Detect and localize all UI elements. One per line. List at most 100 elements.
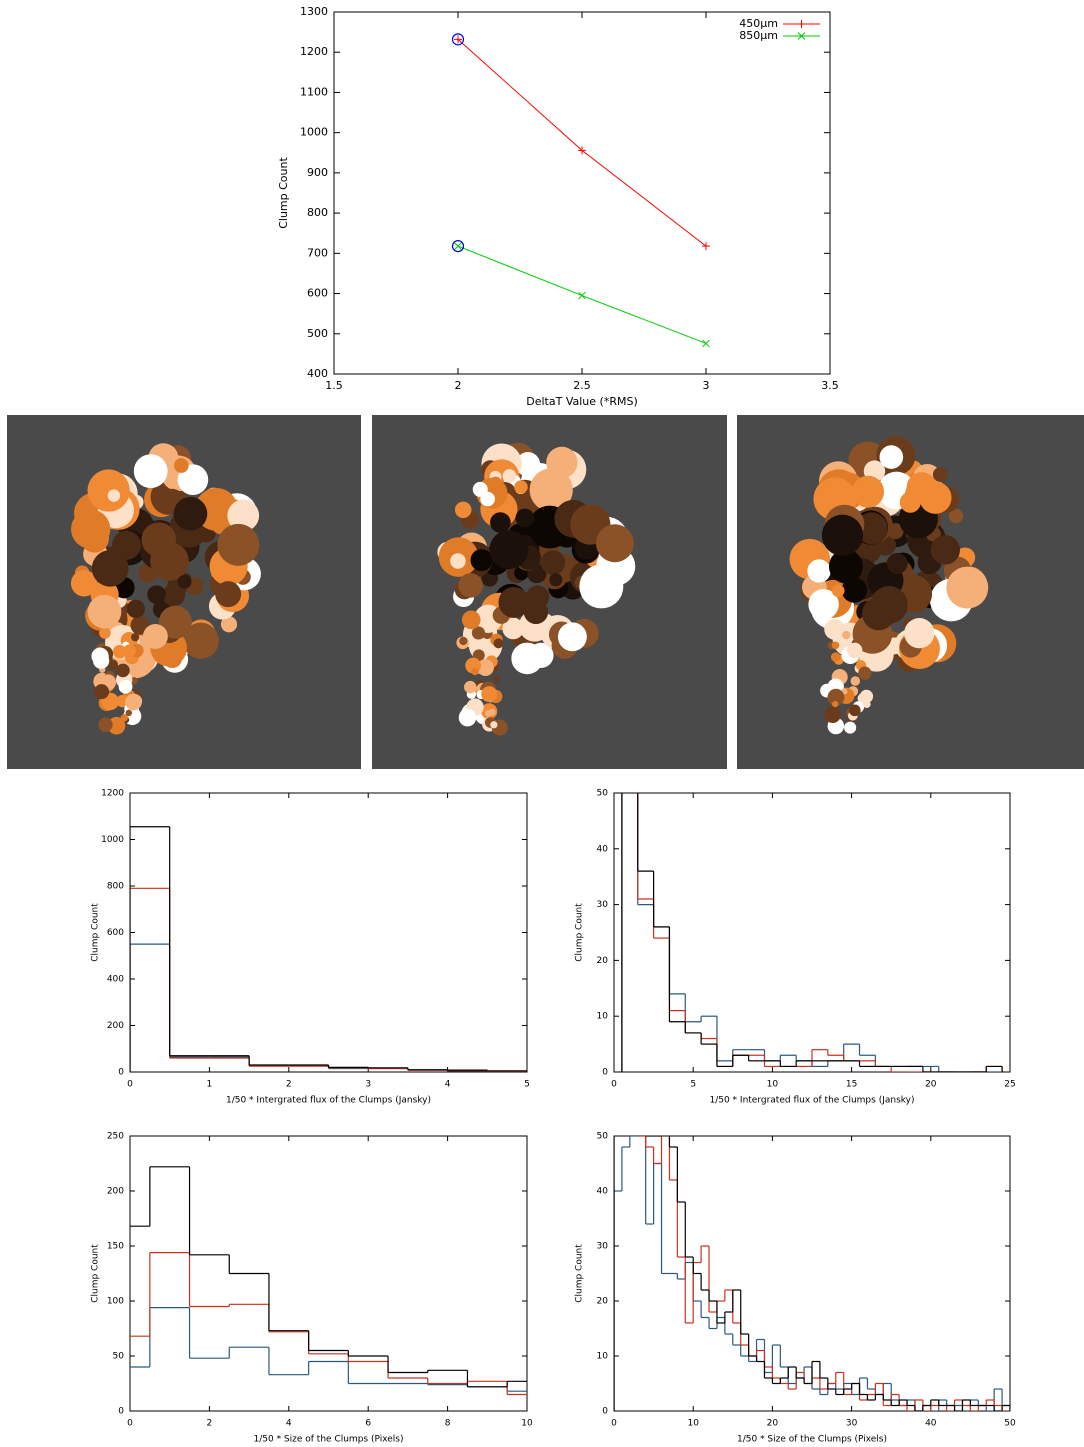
clump <box>847 643 862 658</box>
x-tick-label: 3 <box>703 379 710 392</box>
x-tick-label: 40 <box>925 1419 937 1429</box>
x-tick-label: 10 <box>687 1419 699 1429</box>
x-tick-label: 30 <box>846 1419 858 1429</box>
x-tick-label: 2 <box>207 1419 213 1429</box>
x-tick-label: 2 <box>286 1080 292 1090</box>
y-tick-label: 0 <box>602 1068 608 1078</box>
point-marker <box>703 340 710 347</box>
y-tick-label: 20 <box>597 1297 609 1307</box>
y-tick-label: 0 <box>118 1407 124 1417</box>
clump <box>471 549 493 571</box>
y-tick-label: 800 <box>107 882 124 892</box>
clump <box>147 585 165 603</box>
clump <box>503 469 517 483</box>
x-tick-label: 50 <box>1004 1419 1016 1429</box>
clump <box>462 611 481 630</box>
clump <box>832 701 838 707</box>
y-tick-label: 1000 <box>300 126 328 139</box>
y-axis-label: Clump Count <box>277 157 290 229</box>
y-tick-label: 600 <box>107 928 124 938</box>
x-axis-label: 1/50 * Size of the Clumps (Pixels) <box>254 1435 404 1445</box>
clump <box>549 573 562 586</box>
clump <box>880 445 904 469</box>
point-marker <box>455 243 462 250</box>
x-tick-label: 0 <box>611 1080 617 1090</box>
page: 40050060070080090010001100120013001.522.… <box>0 0 1084 1447</box>
clump <box>99 627 111 639</box>
plot-frame <box>130 793 527 1072</box>
y-tick-label: 800 <box>307 206 328 219</box>
clump <box>900 492 921 513</box>
y-axis-label: Clump Count <box>575 1244 585 1303</box>
x-tick-label: 8 <box>445 1419 451 1429</box>
plot-frame <box>614 793 1010 1072</box>
y-tick-label: 200 <box>107 1187 124 1197</box>
y-axis-label: Clump Count <box>91 1244 101 1303</box>
x-tick-label: 1.5 <box>325 379 343 392</box>
clump <box>514 480 528 494</box>
clump <box>489 709 496 716</box>
clump <box>493 676 500 683</box>
y-tick-label: 1200 <box>300 45 328 58</box>
x-tick-label: 6 <box>365 1419 371 1429</box>
x-tick-label: 5 <box>690 1080 696 1090</box>
chart: 40050060070080090010001100120013001.522.… <box>277 5 839 408</box>
clump <box>931 535 960 564</box>
x-tick-label: 3.5 <box>821 379 839 392</box>
point-marker <box>579 292 586 299</box>
y-tick-label: 30 <box>597 1242 609 1252</box>
x-tick-label: 1 <box>207 1080 213 1090</box>
figure: 40050060070080090010001100120013001.522.… <box>0 0 1084 1447</box>
clump <box>904 618 934 648</box>
clump <box>933 467 948 482</box>
clump <box>88 595 122 629</box>
y-tick-label: 1000 <box>101 835 124 845</box>
clump <box>498 587 529 618</box>
clump <box>831 652 840 661</box>
x-tick-label: 25 <box>1004 1080 1015 1090</box>
clump <box>131 633 139 641</box>
x-tick-label: 2.5 <box>573 379 591 392</box>
clump <box>946 567 988 609</box>
x-axis-label: DeltaT Value (*RMS) <box>526 395 637 408</box>
clump <box>459 637 467 645</box>
y-tick-label: 100 <box>107 1297 124 1307</box>
x-tick-label: 2 <box>455 379 462 392</box>
clump <box>459 709 477 727</box>
x-tick-label: 4 <box>445 1080 451 1090</box>
chart: 0200400600800100012000123451/50 * Interg… <box>91 789 530 1106</box>
y-tick-label: 250 <box>107 1132 124 1142</box>
clump <box>842 631 850 639</box>
clump <box>490 530 529 569</box>
plot-frame <box>334 12 830 374</box>
clump <box>511 643 543 675</box>
point-marker <box>702 242 710 250</box>
clump <box>116 664 130 678</box>
x-tick-label: 20 <box>767 1419 779 1429</box>
histogram <box>110 1167 547 1411</box>
x-tick-label: 3 <box>365 1080 371 1090</box>
clump <box>450 553 466 569</box>
x-tick-label: 0 <box>611 1419 617 1429</box>
clump <box>481 686 497 702</box>
clump <box>887 553 908 574</box>
x-axis-label: 1/50 * Intergrated flux of the Clumps (J… <box>226 1096 431 1106</box>
clump <box>822 515 863 556</box>
y-tick-label: 50 <box>113 1352 125 1362</box>
y-tick-label: 1100 <box>300 85 328 98</box>
clump <box>108 489 120 501</box>
clump <box>458 573 483 598</box>
clump <box>546 447 577 478</box>
clump <box>832 641 840 649</box>
clump <box>87 469 129 511</box>
x-tick-label: 0 <box>127 1419 133 1429</box>
clump <box>863 700 871 708</box>
clump <box>215 581 241 607</box>
x-tick-label: 0 <box>127 1080 133 1090</box>
clump <box>98 718 112 732</box>
y-tick-label: 700 <box>307 246 328 259</box>
y-tick-label: 200 <box>107 1021 124 1031</box>
clump <box>455 502 472 519</box>
chart: 05010015020025002468101/50 * Size of the… <box>91 1132 547 1445</box>
x-tick-label: 4 <box>286 1419 292 1429</box>
